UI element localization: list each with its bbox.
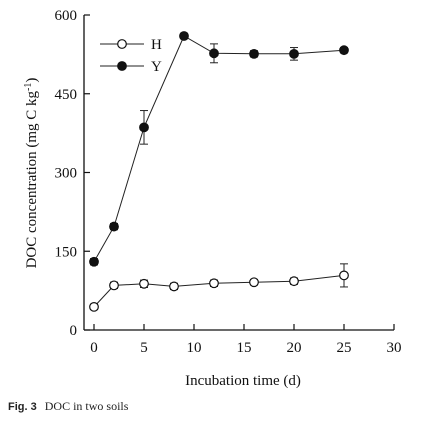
legend-y-label: Y — [151, 59, 162, 75]
y-axis-label: DOC concentration (mg C kg-1) — [23, 78, 41, 269]
series-h-point — [139, 278, 149, 289]
series-h-point — [209, 278, 219, 289]
y-tick-label: 0 — [70, 323, 78, 339]
series-y-line — [93, 35, 345, 263]
legend: HY — [100, 37, 162, 75]
series-y-point — [179, 31, 189, 41]
series-y-point — [89, 256, 99, 267]
x-tick-label: 20 — [287, 340, 302, 356]
x-tick-label: 15 — [237, 340, 252, 356]
y-tick-label: 600 — [55, 8, 78, 24]
y-tick-label: 150 — [55, 244, 78, 260]
series-y-point — [249, 48, 259, 59]
series-h-point — [249, 277, 259, 288]
y-tick-label: 450 — [55, 87, 78, 103]
series-y-point — [139, 122, 149, 133]
x-tick-label: 25 — [337, 340, 352, 356]
x-tick-label: 0 — [90, 340, 98, 356]
x-tick-label: 30 — [387, 340, 402, 356]
series-y-point — [339, 45, 349, 56]
series-y-point — [109, 221, 119, 232]
y-tick-label: 300 — [55, 166, 78, 182]
series-h — [89, 263, 349, 312]
series-h-point — [109, 280, 119, 291]
series-h-point — [339, 270, 349, 281]
figure-caption: Fig. 3 DOC in two soils — [8, 399, 128, 414]
figure-caption-text: DOC in two soils — [44, 399, 129, 413]
legend-y-marker — [117, 61, 127, 71]
figure-label: Fig. 3 — [8, 401, 37, 413]
series-h-point — [289, 276, 299, 287]
series-y-point — [209, 48, 219, 59]
series-y — [89, 31, 349, 267]
x-axis-label: Incubation time (d) — [185, 373, 301, 389]
series-h-point — [89, 302, 99, 312]
legend-h-label: H — [151, 37, 162, 53]
x-tick-label: 10 — [187, 340, 202, 356]
series-y-point — [289, 48, 299, 59]
series-h-line — [93, 274, 345, 308]
series-h-point — [169, 281, 179, 292]
series-layer — [89, 31, 349, 312]
legend-h-marker — [117, 39, 127, 49]
x-tick-label: 5 — [140, 340, 148, 356]
